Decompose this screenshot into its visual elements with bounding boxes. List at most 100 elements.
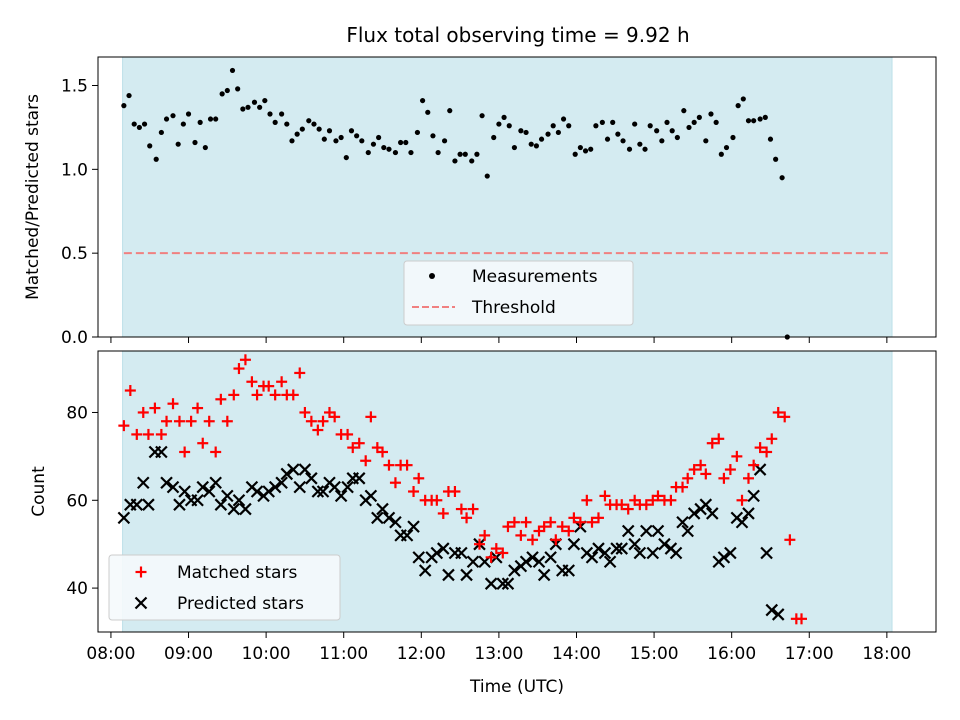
predicted-star-point — [160, 476, 173, 489]
predicted-star-point — [275, 476, 288, 489]
matched-star-point — [135, 566, 147, 578]
matched-star-point — [731, 450, 743, 462]
matched-star-point — [263, 380, 275, 392]
predicted-star-point — [209, 476, 222, 489]
predicted-star-point — [298, 463, 312, 476]
matched-star-point — [329, 411, 341, 423]
measurement-point — [484, 173, 490, 179]
matched-star-point — [353, 437, 365, 449]
measurement-point — [321, 136, 327, 142]
predicted-star-point — [717, 551, 731, 564]
predicted-star-point — [382, 511, 396, 525]
measurement-point — [555, 129, 561, 136]
matched-star-point — [299, 406, 311, 418]
matched-star-point — [161, 415, 173, 427]
measurement-point — [696, 114, 702, 120]
measurement-point — [545, 131, 551, 137]
x-tick-label: 16:00 — [707, 644, 756, 664]
measurement-point — [381, 144, 387, 151]
measurement-point — [262, 97, 268, 104]
predicted-star-point — [286, 463, 300, 476]
measurement-point — [751, 118, 757, 124]
matched-star-point — [502, 521, 514, 533]
predicted-star-point — [400, 529, 414, 542]
measurement-point — [447, 108, 453, 114]
predicted-star-point — [134, 596, 148, 610]
measurement-point — [338, 134, 344, 141]
measurement-point — [604, 136, 611, 142]
predicted-star-point — [173, 498, 186, 511]
measurement-point — [180, 121, 186, 127]
predicted-star-point — [592, 542, 605, 555]
measurement-point — [762, 114, 768, 120]
measurement-point — [664, 119, 670, 125]
measurement-point — [306, 118, 312, 124]
matched-star-point — [545, 516, 557, 528]
x-tick-label: 08:00 — [86, 644, 135, 664]
legend-label-measurements: Measurements — [472, 267, 598, 287]
predicted-star-point — [376, 502, 389, 516]
matched-star-point — [796, 613, 808, 625]
matched-star-point — [461, 512, 473, 524]
matched-star-point — [221, 415, 233, 427]
measurement-point — [686, 124, 692, 131]
measurement-point — [163, 116, 170, 122]
matched-star-point — [124, 385, 136, 397]
measurement-point — [610, 119, 616, 125]
measurement-point — [398, 139, 404, 146]
measurement-point — [272, 119, 278, 125]
ratio-panel: 0.0 0.5 1.0 1.5 Matched/Predicted stars Mea… — [23, 56, 937, 348]
measurement-point — [141, 121, 148, 127]
predicted-star-point — [466, 555, 480, 569]
matched-star-point — [342, 428, 354, 440]
predicted-star-point — [687, 507, 701, 520]
measurement-point — [365, 149, 371, 156]
measurement-point — [343, 154, 349, 161]
measurement-point — [593, 123, 599, 129]
predicted-star-point — [227, 502, 241, 516]
matched-star-point — [479, 529, 491, 541]
measurement-point — [251, 99, 258, 105]
measurement-point — [430, 133, 436, 139]
measurement-point — [457, 151, 463, 157]
measurement-point — [735, 103, 741, 109]
matched-star-point — [360, 455, 372, 467]
y-tick-label-count: 80 — [66, 403, 88, 423]
matched-star-point — [294, 367, 306, 379]
matched-star-point — [251, 389, 263, 401]
predicted-star-point — [496, 577, 510, 590]
measurement-point — [348, 128, 355, 134]
predicted-star-point — [705, 507, 719, 520]
measurement-point — [126, 92, 132, 99]
predicted-star-point — [371, 511, 384, 525]
measurement-point — [386, 146, 392, 152]
matched-star-point — [586, 516, 598, 528]
ratio-panel-ticks: 0.0 0.5 1.0 1.5 — [61, 77, 888, 348]
y-tick-label-count: 40 — [66, 579, 88, 599]
predicted-star-point — [130, 498, 144, 511]
predicted-star-point — [202, 485, 216, 498]
matched-star-point — [779, 411, 791, 423]
predicted-star-point — [305, 472, 318, 485]
measurement-point — [153, 156, 159, 162]
matched-star-point — [682, 472, 694, 484]
predicted-star-point — [669, 546, 683, 560]
matched-star-point — [276, 376, 288, 388]
count-panel-frame — [97, 350, 937, 633]
predicted-star-point — [352, 472, 366, 485]
measurement-point — [197, 119, 203, 125]
y-tick-label-ratio: 1.0 — [61, 160, 88, 180]
matched-star-point — [408, 486, 420, 497]
matched-star-point — [377, 446, 389, 458]
legend-label-predicted: Predicted stars — [177, 594, 304, 614]
x-tick-label: 14:00 — [552, 644, 601, 664]
predicted-star-point — [221, 489, 234, 503]
matched-star-point — [713, 433, 725, 445]
matched-star-point — [563, 525, 575, 537]
measurement-point — [333, 138, 339, 144]
measurement-point — [669, 128, 675, 134]
measurement-point — [376, 134, 382, 141]
matched-star-point — [449, 486, 461, 497]
matched-star-point — [131, 428, 143, 440]
predicted-star-point — [364, 489, 378, 503]
